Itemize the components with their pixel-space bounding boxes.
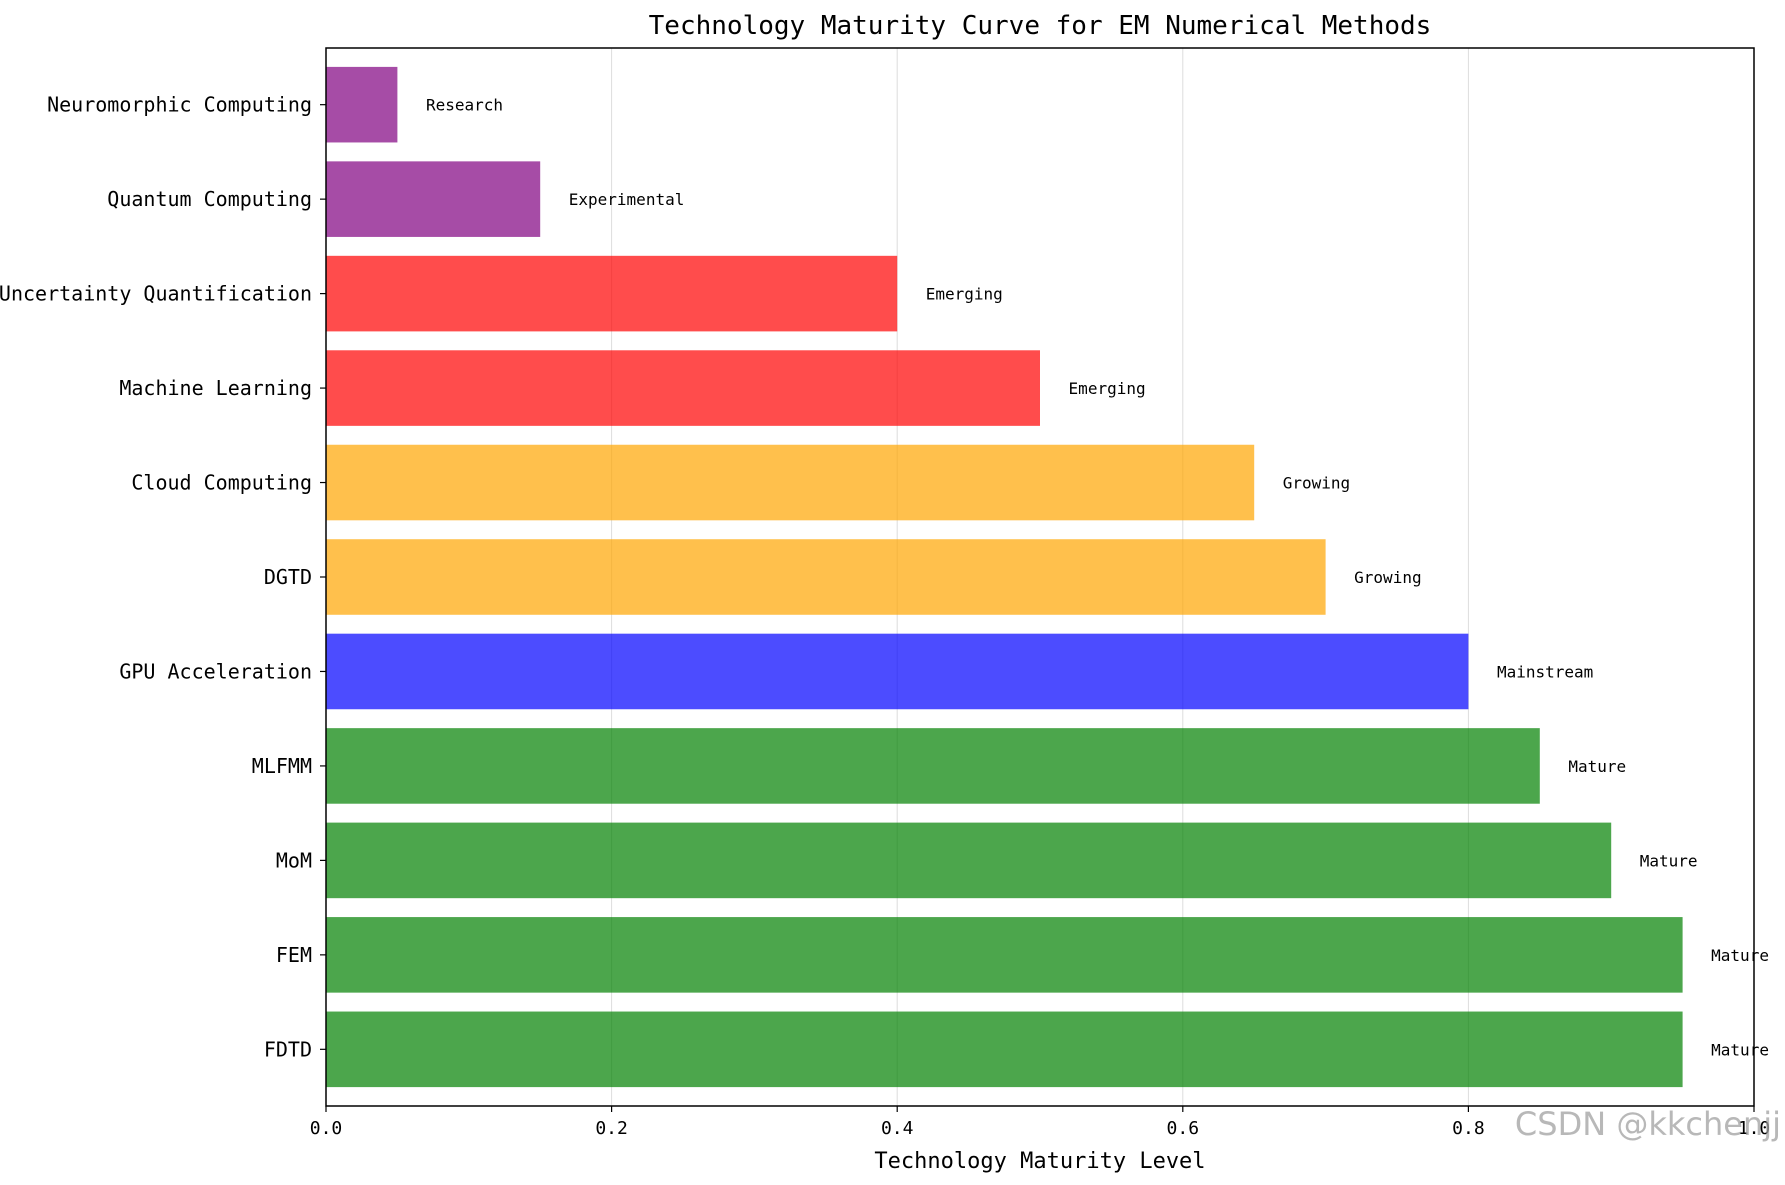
y-tick-label: Uncertainty Quantification [0, 282, 312, 306]
bar [326, 633, 1469, 710]
x-axis-label: Technology Maturity Level [874, 1149, 1205, 1174]
bar [326, 255, 898, 332]
y-tick-label: FEM [276, 943, 312, 967]
data-label: Mature [1711, 946, 1769, 965]
data-label: Mature [1711, 1040, 1769, 1059]
x-tick-label: 0.2 [595, 1118, 628, 1139]
x-tick-label: 0.6 [1167, 1118, 1200, 1139]
chart-title: Technology Maturity Curve for EM Numeric… [649, 11, 1432, 41]
y-tick-label: FDTD [264, 1037, 312, 1061]
bar [326, 161, 541, 237]
data-label: Mature [1640, 851, 1698, 870]
data-labels: Mature Mature Mature Mature Mainstream Growin… [426, 96, 1769, 1060]
data-label: Growing [1283, 474, 1350, 493]
data-label: Research [426, 96, 503, 115]
x-tick-label: 1.0 [1738, 1118, 1771, 1139]
y-tick-label: Quantum Computing [107, 187, 312, 211]
bar [326, 444, 1255, 521]
bar [326, 917, 1683, 993]
y-tick-label: MoM [276, 848, 312, 872]
y-tick-label: DGTD [264, 565, 312, 589]
y-tick-label: Cloud Computing [131, 471, 312, 495]
bars [326, 66, 1683, 1088]
bar [326, 728, 1540, 804]
bar [326, 539, 1326, 615]
watermark: CSDN @kkchenjj [1514, 1105, 1781, 1143]
bar [326, 350, 1040, 426]
y-tick-label: MLFMM [252, 754, 312, 778]
x-tick-label: 0.0 [310, 1118, 343, 1139]
y-tick-label: Machine Learning [119, 376, 312, 400]
y-ticks: FDTD FEM MoM MLFMM GPU Acceleration DGTD Cloud… [0, 93, 326, 1061]
data-label: Experimental [569, 190, 685, 209]
bar [326, 66, 398, 143]
data-label: Emerging [1069, 379, 1146, 398]
data-label: Mainstream [1497, 662, 1593, 681]
data-label: Mature [1568, 757, 1626, 776]
x-tick-label: 0.8 [1452, 1118, 1485, 1139]
bar [326, 822, 1612, 899]
x-tick-label: 0.4 [881, 1118, 914, 1139]
y-tick-label: Neuromorphic Computing [47, 93, 312, 117]
data-label: Emerging [926, 285, 1003, 304]
y-tick-label: GPU Acceleration [119, 659, 312, 683]
x-ticks: 0.0 0.2 0.4 0.6 0.8 1.0 [310, 1106, 1771, 1139]
data-label: Growing [1354, 568, 1421, 587]
bar [326, 1011, 1683, 1088]
